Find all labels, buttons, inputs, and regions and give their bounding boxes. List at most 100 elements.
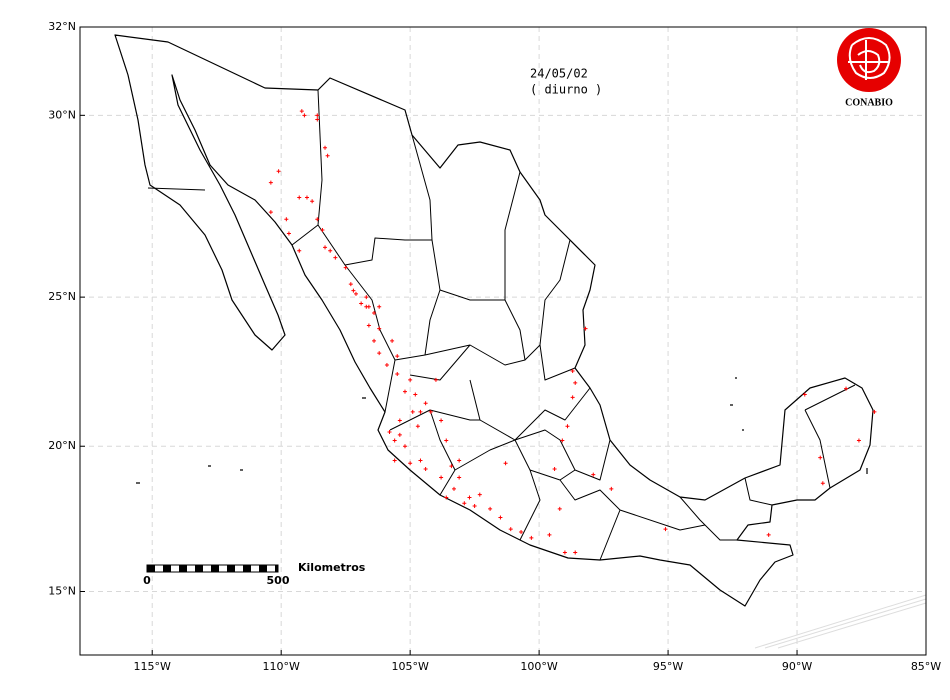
hotspot xyxy=(366,304,371,309)
hotspot xyxy=(444,438,449,443)
x-tick-label: 105°W xyxy=(391,660,428,673)
hotspot xyxy=(418,409,423,414)
hotspot xyxy=(402,389,407,394)
y-tick-label: 30°N xyxy=(48,108,76,121)
hotspot xyxy=(323,245,328,250)
hotspot xyxy=(570,369,575,374)
hotspot xyxy=(498,515,503,520)
logo: CONABIO xyxy=(837,28,901,108)
hotspot xyxy=(297,195,302,200)
hotspot xyxy=(377,326,382,331)
logo-detail xyxy=(848,37,891,80)
hotspot xyxy=(384,363,389,368)
hotspot xyxy=(423,466,428,471)
hotspot xyxy=(415,424,420,429)
hotspot xyxy=(573,380,578,385)
hotspot xyxy=(315,217,320,222)
hotspot xyxy=(663,527,668,532)
hotspot xyxy=(297,248,302,253)
y-tick-label: 25°N xyxy=(48,290,76,303)
hotspot xyxy=(457,458,462,463)
scale-unit: Kilometros xyxy=(298,561,366,574)
hotspot xyxy=(467,495,472,500)
hotspot xyxy=(348,282,353,287)
hotspots xyxy=(268,109,877,555)
hotspot xyxy=(299,109,304,114)
hotspot xyxy=(377,351,382,356)
hotspot xyxy=(268,210,273,215)
hotspot xyxy=(364,295,369,300)
hotspot xyxy=(560,438,565,443)
logo-text: CONABIO xyxy=(845,97,893,108)
x-tick-label: 90°W xyxy=(782,660,812,673)
hotspot xyxy=(462,501,467,506)
hotspot xyxy=(562,550,567,555)
axes-frame xyxy=(79,26,927,656)
hotspot xyxy=(449,464,454,469)
hotspot xyxy=(451,486,456,491)
hotspot xyxy=(570,395,575,400)
hotspot xyxy=(408,461,413,466)
hotspot xyxy=(439,475,444,480)
hotspot xyxy=(820,481,825,486)
hotspot xyxy=(433,377,438,382)
hotspot xyxy=(413,392,418,397)
y-tick-label: 20°N xyxy=(48,439,76,452)
state-borders xyxy=(147,89,856,561)
decoration-lines xyxy=(754,594,927,649)
hotspot xyxy=(402,444,407,449)
scale-start: 0 xyxy=(143,574,151,587)
hotspot xyxy=(557,506,562,511)
hotspot xyxy=(315,113,320,118)
islands xyxy=(136,377,868,484)
hotspot xyxy=(583,326,588,331)
x-tick-label: 95°W xyxy=(653,660,683,673)
hotspot xyxy=(286,231,291,236)
hotspot xyxy=(392,458,397,463)
hotspot xyxy=(552,466,557,471)
hotspot xyxy=(766,532,771,537)
hotspot xyxy=(844,386,849,391)
hotspot xyxy=(387,429,392,434)
hotspot xyxy=(359,301,364,306)
hotspot xyxy=(802,392,807,397)
hotspot xyxy=(423,401,428,406)
hotspot xyxy=(410,409,415,414)
hotspot xyxy=(366,323,371,328)
hotspot xyxy=(323,145,328,150)
hotspot xyxy=(397,418,402,423)
scale-bar: 0 500 Kilometros xyxy=(143,561,366,587)
date-label: 24/05/02 xyxy=(530,67,588,81)
hotspot xyxy=(529,535,534,540)
y-tick-label: 15°N xyxy=(48,585,76,598)
hotspot xyxy=(351,288,356,293)
hotspot xyxy=(477,492,482,497)
hotspot xyxy=(284,217,289,222)
hotspot xyxy=(304,195,309,200)
hotspot xyxy=(372,311,377,316)
hotspot xyxy=(302,113,307,118)
hotspot xyxy=(418,458,423,463)
hotspot xyxy=(353,291,358,296)
y-tick-label: 32°N xyxy=(48,20,76,33)
map-outline xyxy=(114,34,927,649)
hotspot xyxy=(428,409,433,414)
x-tick-label: 110°W xyxy=(262,660,299,673)
hotspot xyxy=(503,461,508,466)
hotspot xyxy=(320,227,325,232)
hotspot xyxy=(268,180,273,185)
hotspot xyxy=(397,432,402,437)
hotspot xyxy=(395,354,400,359)
hotspot xyxy=(488,506,493,511)
hotspot xyxy=(547,532,552,537)
hotspot xyxy=(328,248,333,253)
hotspot xyxy=(444,495,449,500)
hotspot xyxy=(276,169,281,174)
hotspot xyxy=(591,472,596,477)
hotspot xyxy=(343,265,348,270)
hotspot xyxy=(372,338,377,343)
hotspot xyxy=(325,153,330,158)
hotspot xyxy=(315,117,320,122)
